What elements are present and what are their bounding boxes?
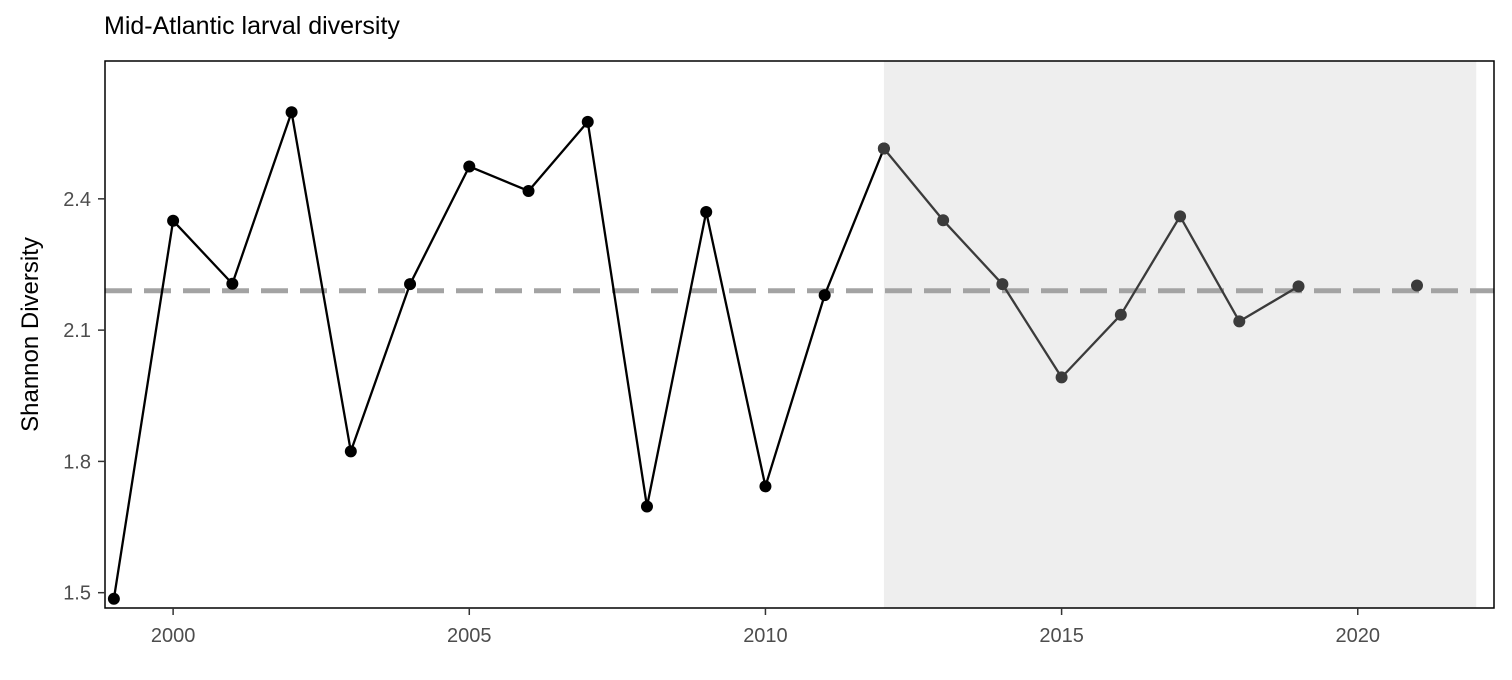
data-point	[404, 278, 417, 291]
data-point	[700, 205, 713, 218]
shaded-region	[883, 61, 1477, 608]
chart-title: Mid-Atlantic larval diversity	[104, 12, 400, 40]
data-point	[107, 592, 120, 605]
data-point	[759, 480, 772, 493]
data-point	[996, 278, 1009, 291]
data-point	[1055, 371, 1068, 384]
data-point	[1410, 279, 1423, 292]
x-tick-label: 2000	[151, 625, 196, 647]
x-tick-label: 2020	[1336, 625, 1381, 647]
data-point	[285, 106, 298, 119]
x-tick-label: 2005	[447, 625, 492, 647]
series-line-1	[112, 111, 885, 599]
data-point	[1292, 280, 1305, 293]
data-point	[818, 289, 831, 302]
data-point	[1233, 315, 1246, 328]
y-axis-title: Shannon Diversity	[17, 237, 44, 432]
data-point	[167, 214, 180, 227]
data-point	[1174, 210, 1187, 223]
series-line-2	[883, 147, 1300, 379]
x-tick-label: 2015	[1039, 625, 1084, 647]
plot-panel-border	[104, 60, 1495, 609]
data-point	[522, 184, 535, 197]
x-tick-label: 2010	[743, 625, 788, 647]
data-point	[344, 445, 357, 458]
data-point	[226, 277, 239, 290]
data-point	[463, 160, 476, 173]
y-tick-label: 1.5	[63, 583, 91, 605]
y-tick-label: 1.8	[63, 451, 91, 473]
y-tick-label: 2.4	[63, 189, 91, 211]
data-point	[640, 500, 653, 513]
data-point	[877, 142, 890, 155]
data-point	[937, 214, 950, 227]
data-point	[1114, 308, 1127, 321]
data-point	[581, 115, 594, 128]
y-tick-label: 2.1	[63, 320, 91, 342]
